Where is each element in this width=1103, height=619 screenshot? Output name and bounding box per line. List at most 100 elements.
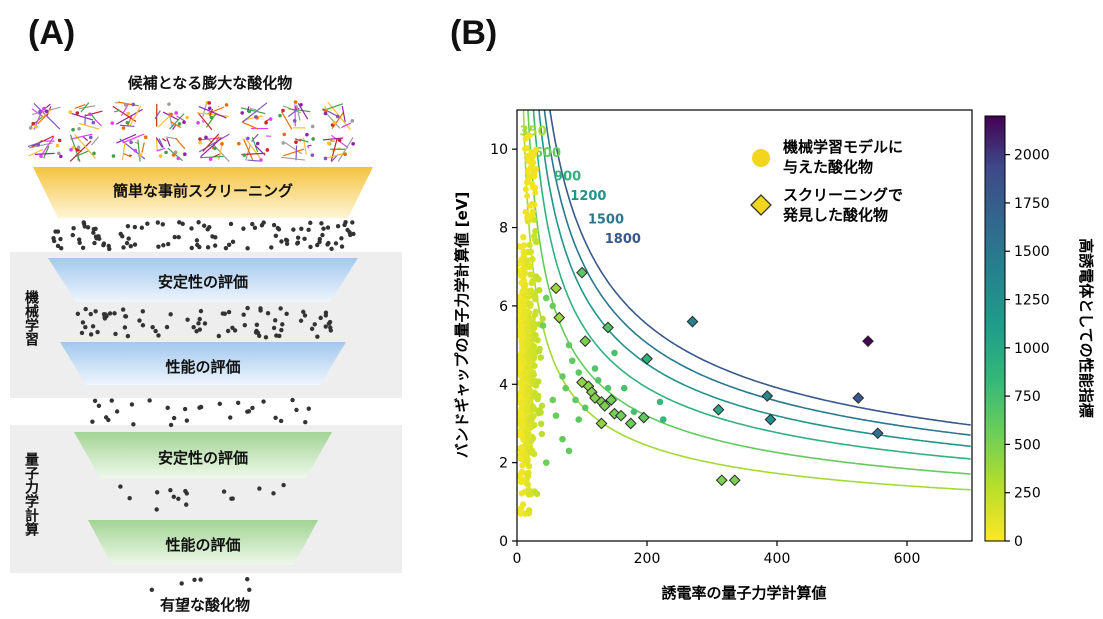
- input-oxide-point: [524, 434, 532, 441]
- material-dot: [139, 225, 145, 230]
- material-dot: [79, 330, 85, 336]
- input-oxide-point: [525, 167, 532, 174]
- material-dot: [299, 226, 304, 232]
- material-dot: [278, 306, 283, 311]
- material-dot: [131, 422, 136, 427]
- material-dot: [205, 227, 210, 232]
- input-oxide-point: [562, 384, 570, 392]
- input-oxide-point: [522, 186, 529, 193]
- material-dot: [176, 496, 181, 501]
- material-dot: [101, 242, 106, 248]
- input-oxide-point: [532, 308, 539, 315]
- material-dot: [166, 241, 171, 247]
- contour-line-1200: [538, 110, 971, 448]
- input-oxide-point: [519, 462, 526, 469]
- input-oxide-point: [518, 243, 525, 251]
- discovered-oxide-point: [852, 392, 865, 404]
- material-dot: [96, 403, 102, 409]
- input-oxide-point: [521, 368, 529, 376]
- material-dot: [180, 221, 185, 227]
- qc-group-label: 量子力学計算: [23, 452, 39, 536]
- material-dot: [321, 226, 326, 231]
- material-dot: [228, 415, 233, 420]
- discovered-oxide-point: [862, 335, 874, 348]
- material-dot: [185, 317, 190, 322]
- input-oxide-point: [517, 260, 522, 268]
- input-oxide-point: [522, 208, 529, 215]
- material-dot: [194, 238, 200, 243]
- material-dot: [245, 246, 250, 251]
- material-dot: [302, 236, 307, 242]
- screening-funnel: [33, 167, 373, 218]
- material-dot: [257, 333, 262, 338]
- crystal-structure: [111, 133, 148, 162]
- crystal-structure: [154, 102, 189, 131]
- material-dot: [328, 328, 333, 333]
- material-dot: [247, 587, 252, 592]
- material-dot: [308, 244, 313, 250]
- material-dot: [161, 243, 166, 248]
- input-oxide-point: [523, 179, 530, 186]
- input-oxide-point: [538, 430, 545, 438]
- input-oxide-point: [524, 473, 532, 480]
- material-dot: [77, 240, 82, 245]
- colorbar-tick-label: 1250: [1014, 293, 1050, 309]
- input-oxide-point: [530, 159, 537, 166]
- discovered-oxide-point: [712, 403, 725, 416]
- ml-stability-label: 安定性の評価: [157, 273, 248, 291]
- discovered-oxide-point: [637, 411, 650, 424]
- colorbar-tick-label: 250: [1014, 486, 1041, 502]
- input-oxide-point: [526, 419, 533, 427]
- legend-item-1-line2: 与えた酸化物: [783, 158, 873, 176]
- material-dot: [298, 318, 304, 323]
- material-dot: [184, 418, 190, 423]
- material-dot: [120, 234, 125, 239]
- material-dot: [221, 489, 227, 494]
- input-oxide-point: [529, 348, 536, 356]
- material-dot: [140, 323, 146, 328]
- material-dot: [106, 243, 111, 249]
- material-dot: [93, 234, 99, 239]
- x-tick-label: 200: [634, 551, 661, 567]
- crystal-structure: [281, 132, 315, 161]
- input-oxide-point: [532, 227, 539, 235]
- material-dot: [83, 306, 88, 312]
- material-dot: [92, 398, 98, 403]
- crystal-structure: [68, 102, 103, 132]
- input-oxide-point: [532, 332, 539, 339]
- input-oxide-point: [527, 271, 534, 278]
- material-dot: [164, 324, 170, 330]
- input-oxide-point: [528, 149, 535, 156]
- discovered-oxide-point: [553, 311, 566, 324]
- crystal-structure: [196, 100, 229, 131]
- material-dot: [252, 225, 258, 231]
- funnel-graphics: [10, 167, 402, 592]
- material-dot: [241, 312, 246, 317]
- material-dot: [326, 321, 332, 326]
- discovered-oxide-point: [589, 392, 601, 404]
- input-oxide-point: [525, 357, 533, 364]
- discovered-oxide-point: [576, 266, 588, 279]
- input-oxide-point: [520, 248, 527, 256]
- material-dot: [122, 325, 128, 330]
- discovered-oxide-point: [624, 417, 637, 430]
- material-dot: [113, 331, 118, 337]
- input-oxide-point: [536, 287, 543, 294]
- material-dot: [246, 409, 252, 414]
- material-dot: [245, 576, 250, 582]
- material-dot: [198, 308, 204, 314]
- input-oxide-point: [529, 369, 537, 377]
- material-dot: [103, 415, 109, 420]
- input-oxide-point: [529, 435, 537, 442]
- ml-group-label: 機械学習: [23, 290, 39, 346]
- material-dot: [95, 329, 100, 335]
- qc-performance-funnel: [88, 520, 318, 565]
- input-oxide-point: [517, 455, 525, 463]
- material-dot: [254, 322, 260, 327]
- material-dot: [83, 324, 88, 330]
- material-dot: [80, 245, 86, 250]
- material-dot: [210, 234, 215, 239]
- material-dot: [279, 327, 284, 333]
- input-oxide-point: [522, 145, 529, 152]
